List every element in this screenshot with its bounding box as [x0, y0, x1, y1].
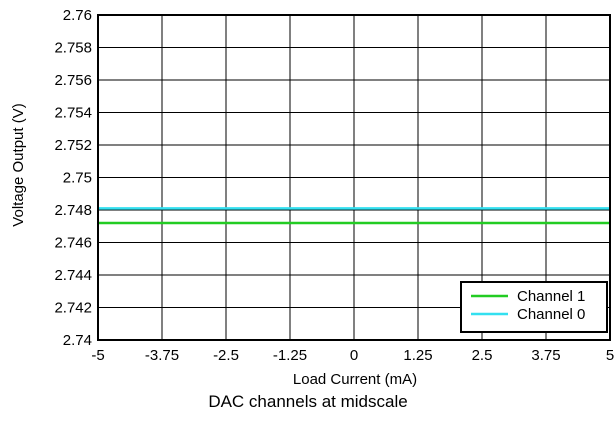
y-tick-label: 2.752	[54, 137, 92, 154]
y-tick-label: 2.742	[54, 300, 92, 317]
x-tick-label: 5	[606, 347, 614, 364]
x-tick-labels: -5 -3.75 -2.5 -1.25 0 1.25 2.5 3.75 5	[91, 347, 614, 364]
y-tick-label: 2.748	[54, 202, 92, 219]
legend-label: Channel 0	[517, 306, 585, 323]
x-axis-label: Load Current (mA)	[293, 371, 417, 388]
x-tick-label: 2.5	[472, 347, 493, 364]
y-tick-label: 2.744	[54, 267, 92, 284]
y-tick-labels: 2.74 2.742 2.744 2.746 2.748 2.75 2.752 2.754 2.…	[54, 7, 92, 349]
x-tick-label: 0	[350, 347, 358, 364]
x-tick-label: -3.75	[145, 347, 179, 364]
y-tick-label: 2.76	[63, 7, 92, 24]
y-tick-label: 2.74	[63, 332, 92, 349]
plot-frame	[97, 14, 611, 341]
chart-caption: DAC channels at midscale	[208, 392, 408, 411]
x-tick-label: -5	[91, 347, 104, 364]
series-lines	[98, 207, 610, 225]
y-tick-label: 2.756	[54, 72, 92, 89]
y-tick-label: 2.754	[54, 105, 92, 122]
y-tick-label: 2.758	[54, 40, 92, 57]
x-tick-label: -1.25	[273, 347, 307, 364]
voltage-vs-load-chart: 2.74 2.742 2.744 2.746 2.748 2.75 2.752 2.754 2.…	[10, 7, 614, 388]
legend-box	[460, 281, 608, 333]
y-tick-label: 2.746	[54, 235, 92, 252]
y-axis-label: Voltage Output (V)	[10, 103, 27, 226]
legend-label: Channel 1	[517, 288, 585, 305]
grid-lines	[98, 15, 610, 340]
x-tick-label: 3.75	[531, 347, 560, 364]
y-tick-label: 2.75	[63, 170, 92, 187]
x-tick-label: 1.25	[403, 347, 432, 364]
x-tick-label: -2.5	[213, 347, 239, 364]
